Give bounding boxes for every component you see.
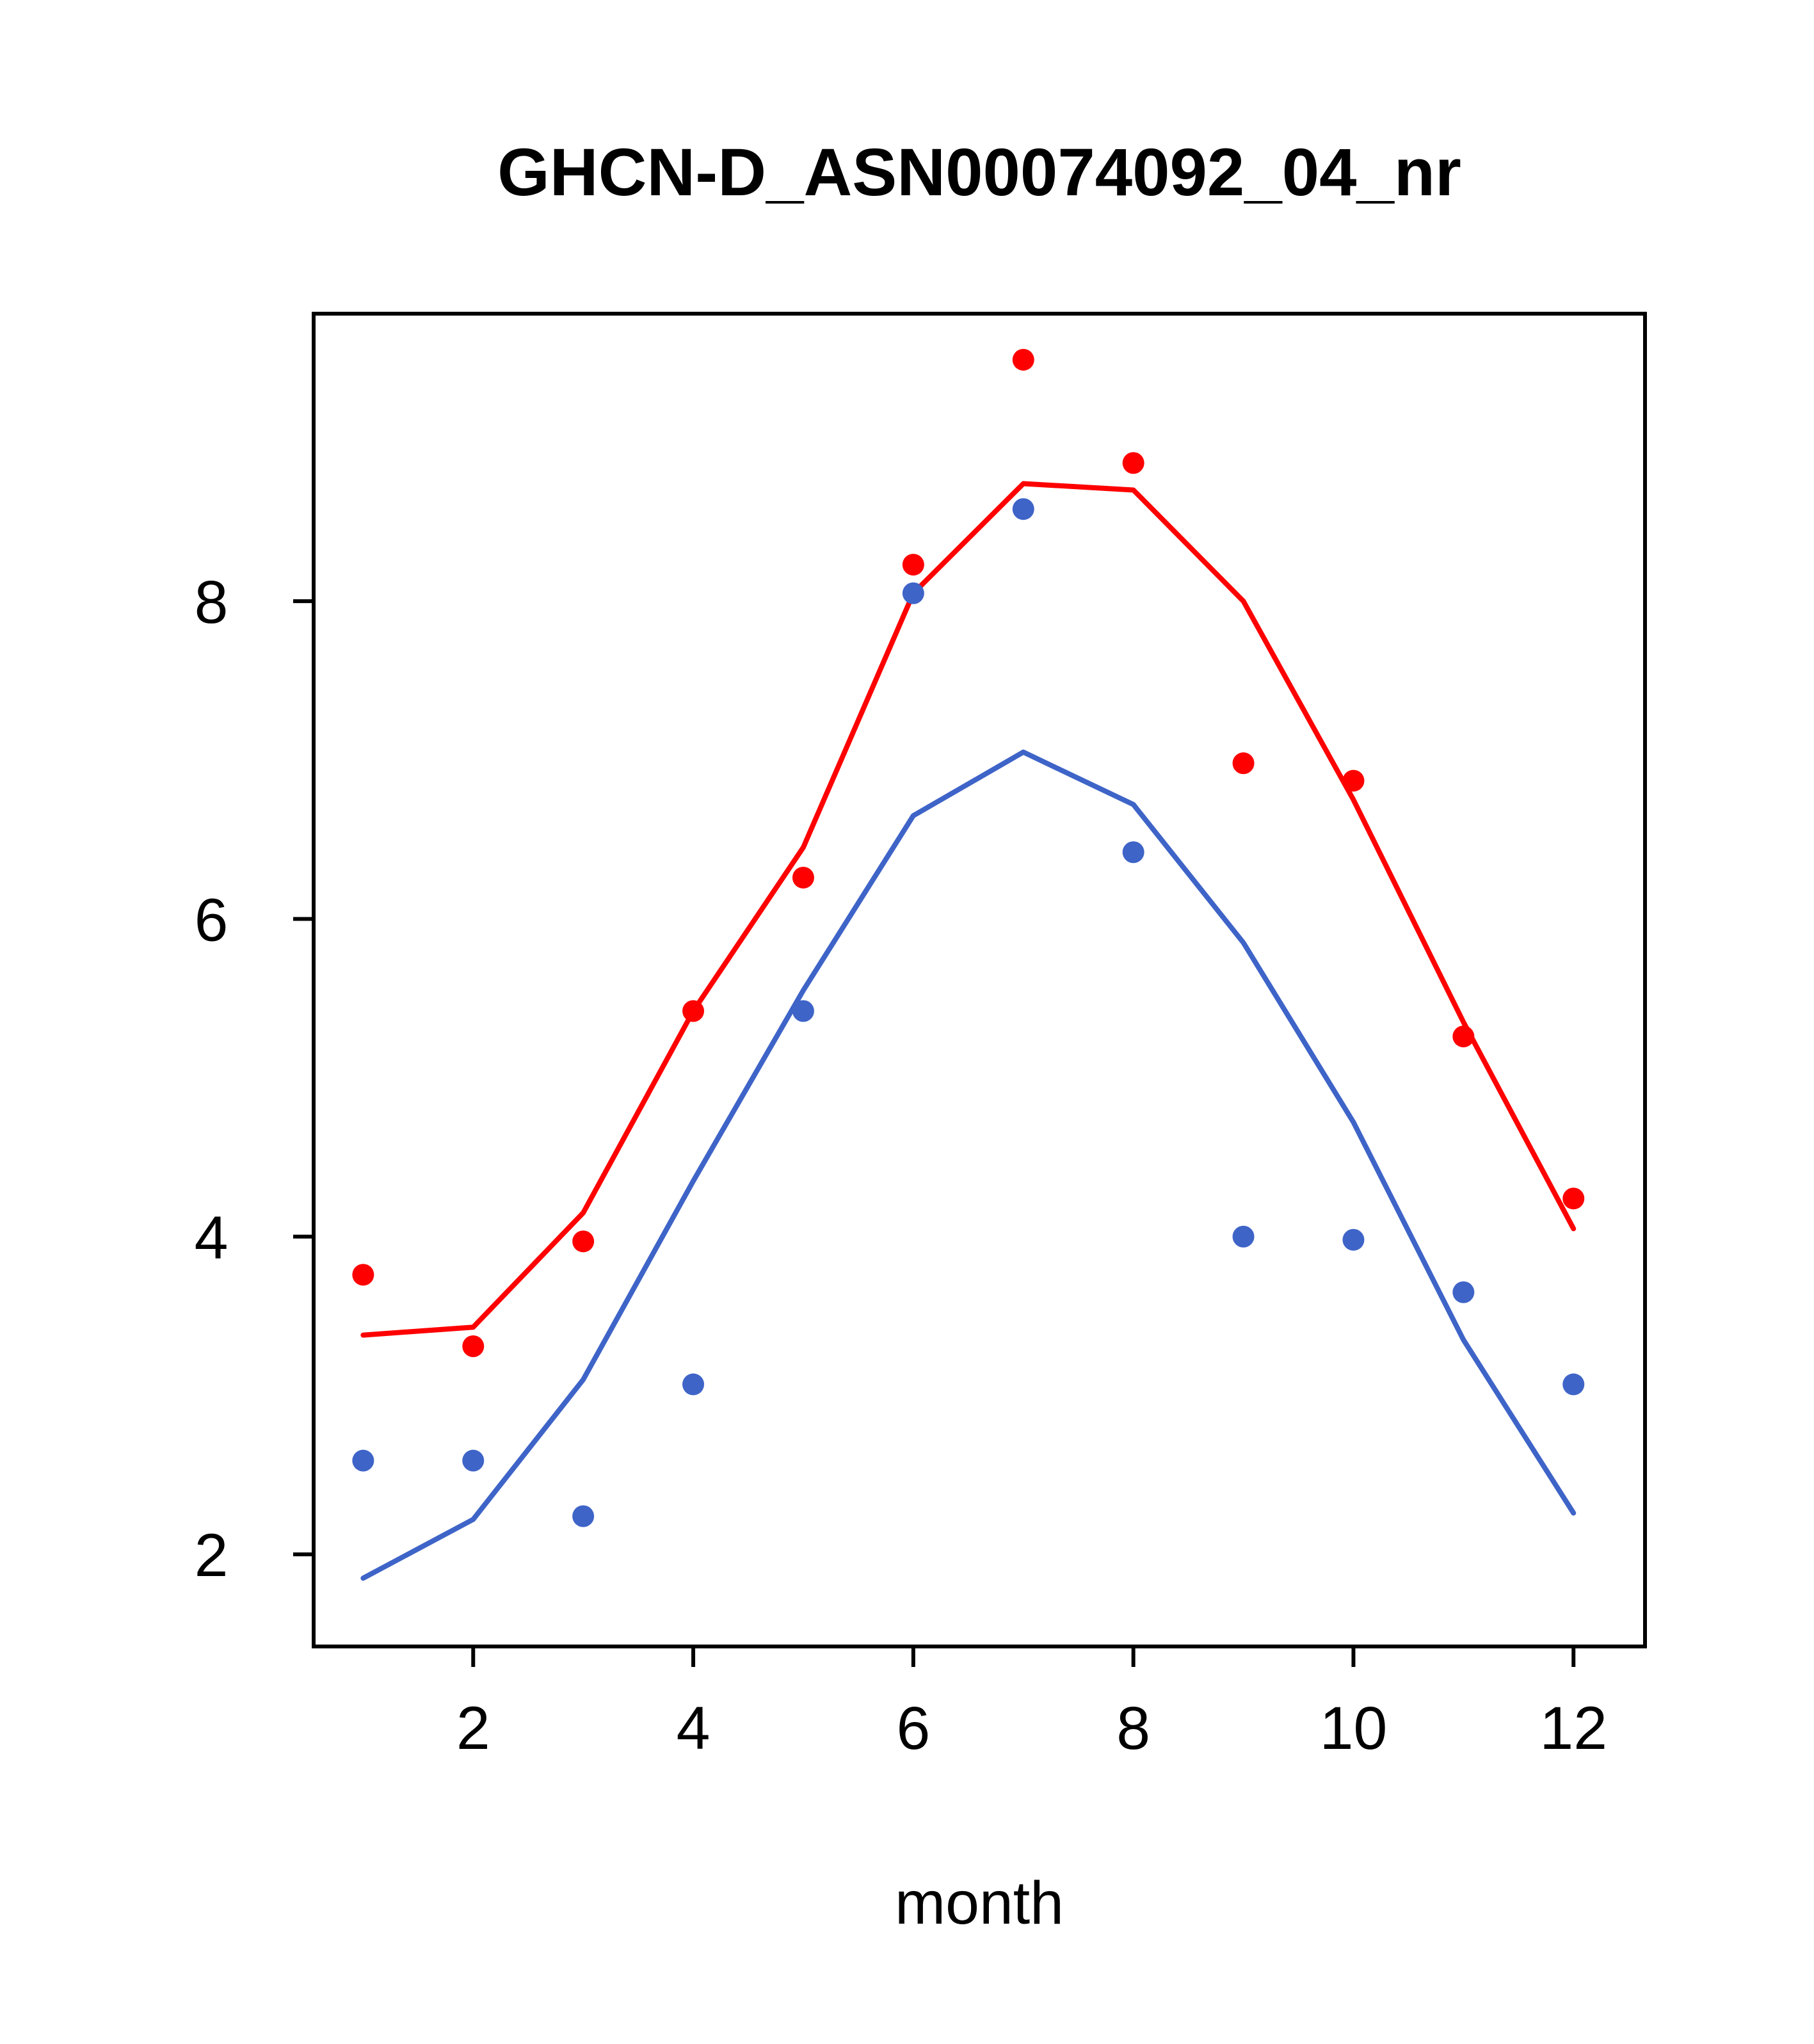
blue-points-point	[352, 1449, 374, 1472]
red-points-point	[352, 1264, 374, 1286]
x-tick-label: 4	[677, 1694, 710, 1762]
red-points-point	[1452, 1026, 1475, 1048]
blue-points-point	[902, 582, 924, 604]
blue-points-point	[572, 1505, 595, 1527]
y-tick-label: 4	[195, 1204, 229, 1272]
red-points-point	[462, 1335, 485, 1357]
plot-border	[312, 312, 1647, 1648]
x-tick-label: 6	[896, 1694, 930, 1762]
series-points	[352, 348, 1585, 1527]
x-tick-label: 10	[1320, 1694, 1388, 1762]
series-lines	[360, 481, 1577, 1581]
y-tick-label: 6	[195, 886, 229, 954]
chart-title: GHCN-D_ASN00074092_04_nr	[497, 135, 1461, 210]
red-points-point	[792, 866, 814, 889]
red-points-point	[572, 1230, 595, 1253]
red-points-point	[1342, 769, 1365, 792]
blue-points-point	[462, 1449, 485, 1472]
blue-points-point	[1452, 1281, 1475, 1303]
red-points-point	[682, 1000, 705, 1022]
y-tick-label: 8	[195, 568, 229, 636]
blue-points-point	[792, 1000, 814, 1022]
blue-points-point	[1122, 841, 1144, 864]
red-points-point	[1012, 348, 1034, 371]
x-tick-label: 8	[1116, 1694, 1150, 1762]
red-points-point	[1122, 452, 1144, 474]
blue-points-point	[1342, 1228, 1365, 1251]
red-points-point	[902, 554, 924, 576]
x-axis-label: month	[895, 1869, 1064, 1937]
blue-points-point	[1012, 498, 1034, 520]
x-axis: 2 4 6 8 10 12	[456, 1646, 1607, 1762]
red-points-point	[1232, 752, 1255, 775]
blue-points-point	[1232, 1225, 1255, 1248]
x-tick-label: 12	[1539, 1694, 1607, 1762]
x-tick-label: 2	[456, 1694, 490, 1762]
plot-box	[312, 312, 1647, 1648]
blue-points-point	[682, 1373, 705, 1396]
red-points-point	[1562, 1187, 1585, 1210]
y-tick-label: 2	[195, 1522, 229, 1589]
blue-line	[360, 749, 1577, 1581]
red-line	[360, 481, 1577, 1338]
blue-points-point	[1562, 1373, 1585, 1396]
y-axis: 2 4 6 8	[195, 568, 314, 1589]
